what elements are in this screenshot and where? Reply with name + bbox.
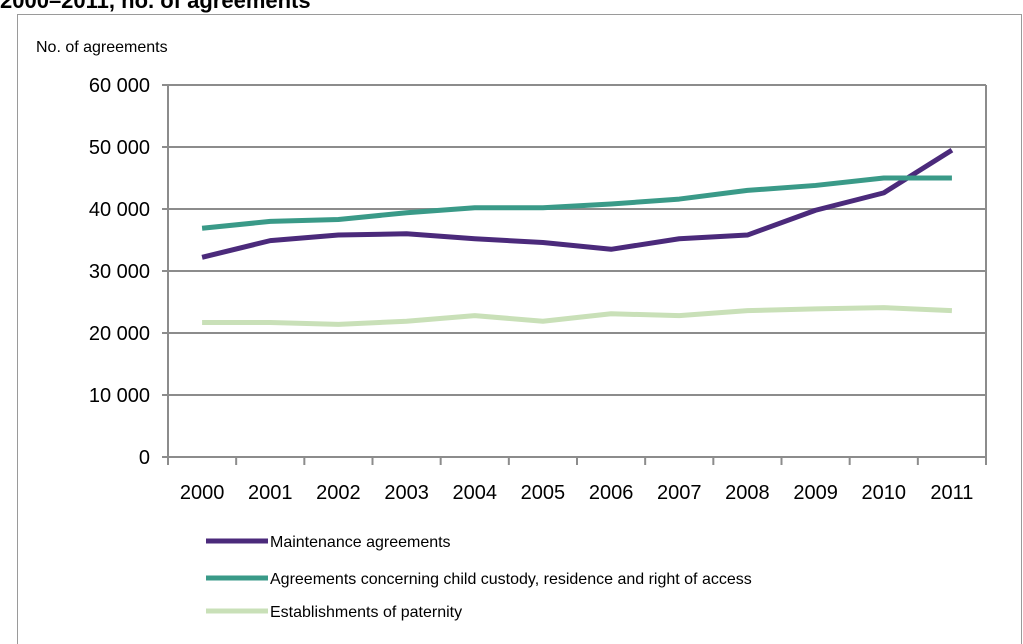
legend-label-2: Establishments of paternity	[270, 604, 462, 621]
series-line-2	[202, 308, 952, 325]
x-tick-label: 2010	[862, 482, 907, 504]
x-tick-label: 2003	[384, 482, 429, 504]
x-tick-label: 2001	[248, 482, 293, 504]
x-tick-labels: 2000 2001 2002 2003 2004 2005 2006 2007 2008 2009…	[180, 482, 974, 504]
x-tick-label: 2000	[180, 482, 225, 504]
x-tick-label: 2006	[589, 482, 634, 504]
y-tick-label: 30 000	[89, 261, 150, 283]
legend-label-0: Maintenance agreements	[270, 534, 451, 551]
x-tick-label: 2009	[793, 482, 838, 504]
y-tick-label: 40 000	[89, 199, 150, 221]
x-tick-label: 2011	[930, 482, 973, 504]
y-tick-labels: 0 10 000 20 000 30 000 40 000 50 000 60 000	[89, 75, 150, 469]
y-tick-label: 60 000	[89, 75, 150, 97]
y-axis-label: No. of agreements	[36, 39, 168, 56]
y-tick-label: 20 000	[89, 323, 150, 345]
y-tick-label: 0	[139, 447, 150, 469]
y-tick-label: 50 000	[89, 137, 150, 159]
axes	[162, 85, 986, 465]
y-tick-label: 10 000	[89, 385, 150, 407]
x-tick-label: 2004	[453, 482, 498, 504]
x-tick-label: 2005	[521, 482, 566, 504]
legend-label-1: Agreements concerning child custody, res…	[270, 571, 752, 588]
series-lines	[202, 150, 952, 324]
x-tick-label: 2002	[316, 482, 361, 504]
x-tick-label: 2008	[725, 482, 770, 504]
legend: Maintenance agreements Agreements concern…	[206, 534, 752, 621]
x-tick-label: 2007	[657, 482, 702, 504]
